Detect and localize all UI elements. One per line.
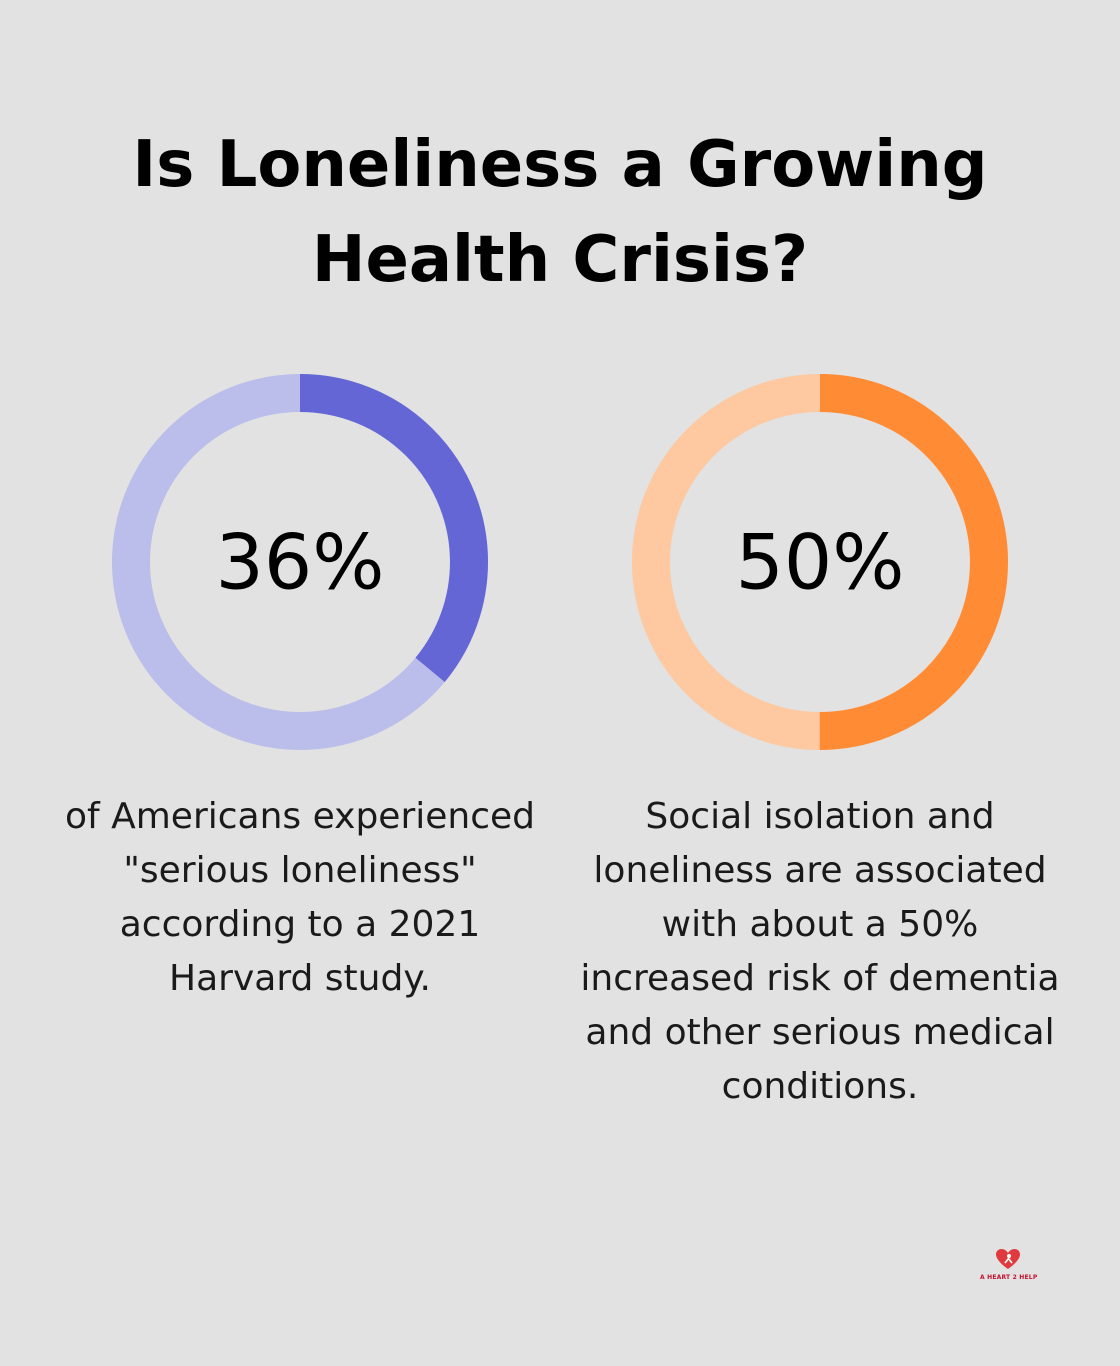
- logo-text: A HEART 2 HELP: [980, 1274, 1038, 1281]
- donut-value-label: 36%: [216, 518, 385, 607]
- stat-card-dementia-risk: 50% Social isolation and loneliness are …: [560, 372, 1080, 1114]
- stat-description: of Americans experienced "serious loneli…: [64, 796, 536, 999]
- page-title: Is Loneliness a Growing Health Crisis?: [132, 128, 988, 297]
- brand-logo: A HEART 2 HELP: [980, 1248, 1038, 1284]
- donut-chart-36: 36%: [112, 374, 488, 750]
- stat-description: Social isolation and loneliness are asso…: [580, 796, 1060, 1107]
- heart-logo-icon: [996, 1249, 1020, 1269]
- stat-card-loneliness: 36% of Americans experienced "serious lo…: [40, 372, 560, 1006]
- donut-value-label: 50%: [736, 518, 905, 607]
- donut-value-arc: [632, 374, 1008, 750]
- donut-value-arc: [112, 374, 488, 750]
- donut-chart-50: 50%: [632, 374, 1008, 750]
